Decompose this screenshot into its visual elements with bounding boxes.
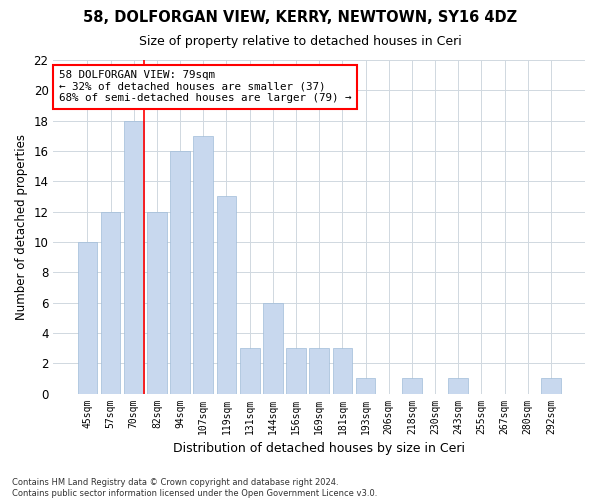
Bar	[240, 348, 260, 394]
Bar	[332, 348, 352, 394]
Bar	[286, 348, 306, 394]
Bar	[193, 136, 213, 394]
Text: Size of property relative to detached houses in Ceri: Size of property relative to detached ho…	[139, 35, 461, 48]
Text: 58 DOLFORGAN VIEW: 79sqm
← 32% of detached houses are smaller (37)
68% of semi-d: 58 DOLFORGAN VIEW: 79sqm ← 32% of detach…	[59, 70, 351, 103]
Text: Contains HM Land Registry data © Crown copyright and database right 2024.
Contai: Contains HM Land Registry data © Crown c…	[12, 478, 377, 498]
Bar	[147, 212, 167, 394]
Bar	[217, 196, 236, 394]
Bar	[356, 378, 376, 394]
Bar	[448, 378, 468, 394]
X-axis label: Distribution of detached houses by size in Ceri: Distribution of detached houses by size …	[173, 442, 465, 455]
Bar	[310, 348, 329, 394]
Bar	[124, 120, 143, 394]
Bar	[101, 212, 121, 394]
Bar	[402, 378, 422, 394]
Bar	[77, 242, 97, 394]
Bar	[170, 151, 190, 394]
Bar	[263, 302, 283, 394]
Y-axis label: Number of detached properties: Number of detached properties	[15, 134, 28, 320]
Text: 58, DOLFORGAN VIEW, KERRY, NEWTOWN, SY16 4DZ: 58, DOLFORGAN VIEW, KERRY, NEWTOWN, SY16…	[83, 10, 517, 25]
Bar	[541, 378, 561, 394]
